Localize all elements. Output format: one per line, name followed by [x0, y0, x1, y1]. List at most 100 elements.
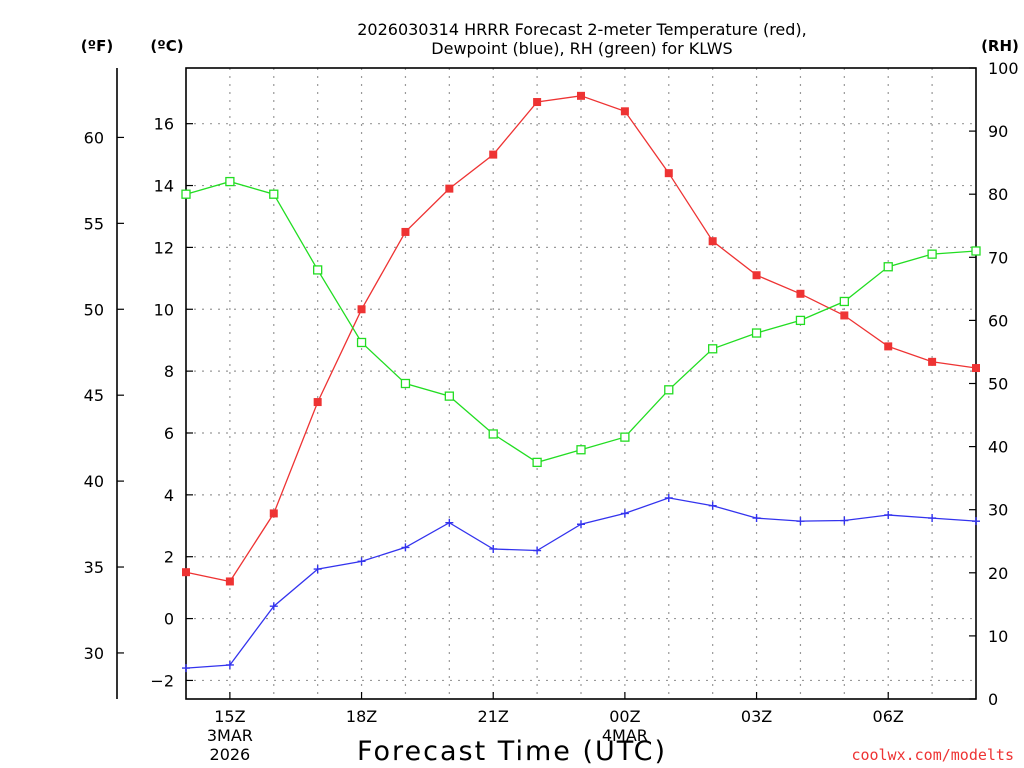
temperature-point [884, 342, 893, 351]
dewpoint-point [884, 510, 893, 519]
fahrenheit-tick-label: 55 [84, 214, 104, 233]
rh-point [883, 262, 893, 272]
fahrenheit-tick-label: 40 [84, 472, 104, 491]
rh-tick-label: 50 [988, 375, 1008, 394]
rh-tick-label: 100 [988, 59, 1019, 78]
temperature-point [708, 237, 717, 246]
rh-point [927, 249, 937, 259]
rh-point [444, 391, 454, 401]
rh-tick-label: 60 [988, 311, 1008, 330]
dewpoint-point [269, 602, 278, 611]
dewpoint-point [357, 557, 366, 566]
temperature-point [225, 577, 234, 586]
x-tick-label: 00Z [609, 707, 640, 726]
rh-tick-label: 0 [988, 690, 998, 709]
temperature-point [928, 357, 937, 366]
temperature-point [840, 311, 849, 320]
rh-point [751, 328, 762, 338]
rh-tick-label: 10 [988, 627, 1008, 646]
rh-point [839, 296, 849, 307]
dewpoint-point [225, 660, 234, 669]
celsius-tick-label: 16 [154, 115, 174, 134]
celsius-tick-label: 8 [164, 362, 174, 381]
rh-point [356, 337, 367, 348]
rh-tick-label: 30 [988, 501, 1008, 520]
watermark-link[interactable]: coolwx.com/modelts [851, 746, 1014, 764]
celsius-tick-label: 14 [154, 177, 174, 196]
temperature-point [972, 364, 980, 373]
rh-point [971, 246, 981, 256]
rh-point [576, 445, 586, 455]
dewpoint-point [313, 565, 322, 574]
rh-tick-label: 40 [988, 438, 1008, 457]
fahrenheit-tick-label: 35 [84, 558, 104, 577]
fahrenheit-tick-label: 50 [84, 300, 104, 319]
rh-point [620, 432, 630, 442]
temperature-point [269, 509, 278, 518]
x-axis-title: Forecast Time (UTC) [357, 736, 667, 767]
dewpoint-point [752, 514, 761, 523]
x-tick-date-label: 4MAR [602, 726, 648, 745]
temperature-point [664, 169, 673, 178]
celsius-unit-label: (ºC) [150, 37, 183, 55]
rh-point [313, 265, 323, 275]
chart-title-line1: 2026030314 HRRR Forecast 2-meter Tempera… [357, 20, 807, 39]
temperature-point [313, 398, 322, 407]
celsius-tick-label: 2 [164, 548, 174, 567]
rh-point [532, 457, 542, 468]
grid-lines [186, 68, 976, 699]
x-tick-label: 18Z [346, 707, 377, 726]
rh-point [708, 344, 718, 354]
fahrenheit-tick-label: 60 [84, 128, 104, 147]
rh-tick-label: 90 [988, 122, 1008, 141]
temperature-point [577, 91, 585, 100]
celsius-tick-label: 0 [164, 610, 174, 629]
chart-title-line2: Dewpoint (blue), RH (green) for KLWS [431, 39, 732, 58]
data-series [181, 91, 981, 673]
x-tick-label: 21Z [478, 707, 509, 726]
celsius-tick-label: 10 [154, 300, 174, 319]
celsius-tick-label: 6 [164, 424, 174, 443]
rh-unit-label: (RH) [981, 37, 1019, 55]
celsius-tick-label: 4 [164, 486, 174, 505]
x-tick-date-label: 3MAR [207, 726, 253, 745]
rh-point [181, 189, 191, 199]
rh-point [225, 176, 235, 187]
dewpoint-point [840, 516, 849, 525]
fahrenheit-unit-label: (ºF) [81, 37, 113, 55]
temperature-point [401, 227, 410, 236]
celsius-tick-label: 12 [154, 238, 174, 257]
dewpoint-point [182, 664, 190, 673]
dewpoint-point [445, 518, 454, 527]
dewpoint-point [620, 509, 629, 518]
celsius-tick-label: −2 [150, 671, 174, 690]
dewpoint-point [401, 543, 410, 552]
rh-point [488, 429, 498, 439]
x-tick-label: 06Z [873, 707, 904, 726]
rh-tick-label: 70 [988, 248, 1008, 267]
dewpoint-point [577, 520, 585, 529]
temperature-point [357, 305, 366, 314]
rh-point [664, 385, 674, 395]
temperature-point [489, 150, 498, 159]
x-tick-year-label: 2026 [210, 745, 251, 764]
dewpoint-point [708, 501, 717, 510]
rh-point [795, 315, 806, 326]
rh-tick-label: 80 [988, 185, 1008, 204]
x-tick-label: 15Z [214, 707, 245, 726]
rh-point [269, 189, 279, 199]
dewpoint-point [664, 493, 673, 502]
temperature-point [182, 568, 190, 577]
dewpoint-point [972, 517, 980, 526]
x-tick-label: 03Z [741, 707, 772, 726]
dewpoint-point [533, 546, 542, 555]
temperature-point [445, 184, 454, 193]
axes [116, 67, 977, 700]
rh-tick-label: 20 [988, 564, 1008, 583]
fahrenheit-tick-label: 30 [84, 644, 104, 663]
fahrenheit-tick-label: 45 [84, 386, 104, 405]
dewpoint-point [489, 544, 498, 553]
temperature-point [533, 98, 542, 107]
